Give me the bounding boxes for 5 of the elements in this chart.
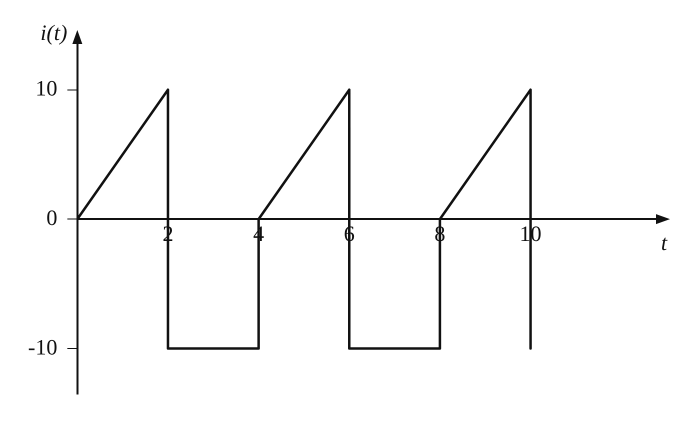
y-tick-label: 10: [35, 76, 58, 101]
x-axis-title: t: [660, 230, 668, 255]
y-axis-title: i(t): [40, 20, 68, 45]
y-tick-label: 0: [46, 204, 58, 230]
y-tick-label: -10: [28, 334, 58, 360]
